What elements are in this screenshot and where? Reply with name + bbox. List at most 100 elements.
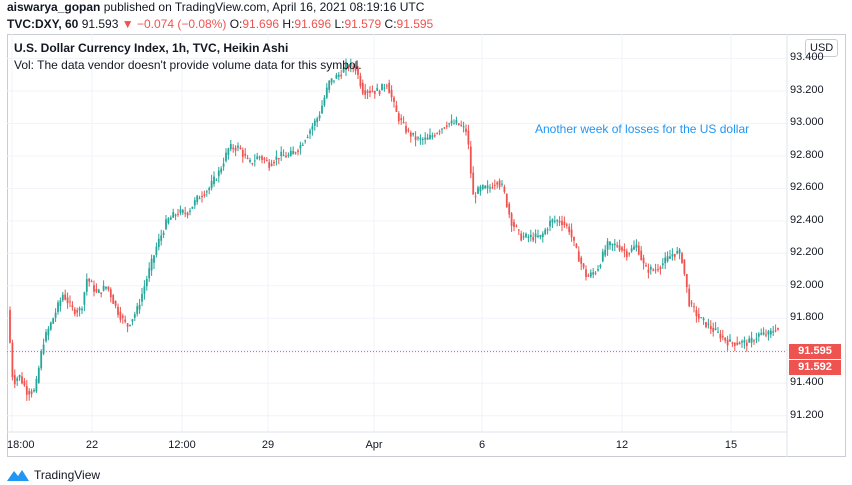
candle-body [263, 158, 266, 160]
candle-body [683, 259, 686, 274]
candle-body [59, 300, 62, 307]
candle-body [733, 342, 736, 346]
candle-body [100, 292, 103, 294]
candle-body [328, 80, 331, 90]
candle-body [71, 305, 74, 308]
candle-body [426, 137, 429, 140]
candle-body [186, 212, 189, 216]
tradingview-brand[interactable]: TradingView [34, 468, 101, 482]
candle-body [599, 265, 602, 268]
candle-body [724, 337, 727, 341]
candle-body [229, 143, 232, 150]
candle-body [340, 74, 343, 77]
candle-body [225, 152, 227, 161]
candle-body [431, 135, 434, 138]
candle-body [712, 327, 715, 332]
candle-body [275, 156, 278, 160]
candle-body [126, 323, 129, 327]
legend-title[interactable]: U.S. Dollar Currency Index, 1h, TVC, Hei… [14, 41, 289, 55]
candle-body [407, 129, 410, 131]
candle-body [561, 220, 563, 226]
candle-body [575, 244, 578, 248]
price-tick-label: 91.400 [790, 376, 824, 389]
candle-body [42, 344, 45, 354]
candle-body [395, 105, 398, 112]
candle-body [131, 319, 134, 322]
candle-body [160, 235, 163, 241]
candle-body [697, 314, 700, 319]
candle-body [222, 163, 225, 167]
candle-body [505, 194, 508, 207]
chart-frame[interactable] [7, 34, 846, 457]
candle-body [455, 120, 458, 124]
current-price-tag: 91.595 [789, 343, 841, 359]
candle-body [249, 159, 251, 162]
candle-body [743, 340, 746, 343]
candle-body [78, 308, 81, 311]
candle-body [119, 311, 122, 320]
author-name[interactable]: aiswarya_gopan [7, 0, 101, 14]
candle-body [690, 302, 693, 304]
candle-body [573, 236, 575, 241]
candle-body [318, 115, 321, 119]
candle-body [462, 126, 465, 128]
price-tick-label: 92.200 [790, 246, 824, 259]
candle-body [210, 180, 213, 189]
candle-body [774, 330, 777, 332]
candle-body [203, 194, 206, 196]
candle-body [323, 97, 326, 106]
candle-body [141, 293, 143, 302]
candle-body [381, 83, 383, 91]
candle-body [81, 308, 83, 311]
candle-body [611, 243, 614, 246]
currency-button[interactable]: USD [805, 39, 839, 57]
candle-body [609, 241, 611, 246]
high-value: 91.696 [294, 17, 332, 31]
candle-body [628, 253, 631, 255]
candle-body [565, 224, 568, 226]
candle-body [709, 325, 712, 330]
candle-body [549, 220, 551, 227]
candle-body [491, 187, 494, 189]
price-tick-label: 92.000 [790, 278, 824, 291]
tradingview-logo-icon[interactable] [6, 468, 30, 482]
candle-body [707, 323, 710, 325]
symbol-label: TVC:DXY, 60 [7, 17, 79, 31]
candle-body [294, 152, 297, 154]
candle-body [388, 82, 391, 94]
candle-body [695, 310, 698, 317]
candle-body [678, 249, 681, 254]
candle-body [498, 180, 501, 187]
candle-body [9, 310, 11, 343]
candle-body [189, 210, 191, 212]
candle-body [601, 251, 604, 262]
candle-body [532, 237, 535, 241]
annotation-text[interactable]: Another week of losses for the US dollar [535, 122, 750, 136]
candle-body [527, 236, 530, 238]
candle-body [479, 186, 482, 192]
candle-body [28, 390, 31, 395]
candle-body [587, 275, 590, 277]
candle-body [169, 217, 172, 220]
candle-body [376, 87, 379, 91]
candle-body [541, 233, 544, 238]
candle-body [402, 122, 405, 124]
candle-body [659, 267, 662, 270]
candle-body [623, 249, 626, 252]
candle-body [640, 250, 643, 260]
candle-body [474, 196, 477, 198]
candle-body [460, 124, 463, 126]
candle-body [503, 186, 506, 192]
candle-body [237, 145, 239, 148]
candle-body [693, 306, 695, 308]
candle-body [765, 334, 767, 336]
candle-body [616, 245, 619, 247]
candle-body [85, 279, 88, 292]
candle-body [568, 226, 571, 233]
candle-body [366, 90, 369, 93]
candle-body [613, 243, 616, 246]
candle-body [448, 123, 451, 125]
low-value: 91.579 [344, 17, 382, 31]
candle-body [150, 258, 153, 271]
